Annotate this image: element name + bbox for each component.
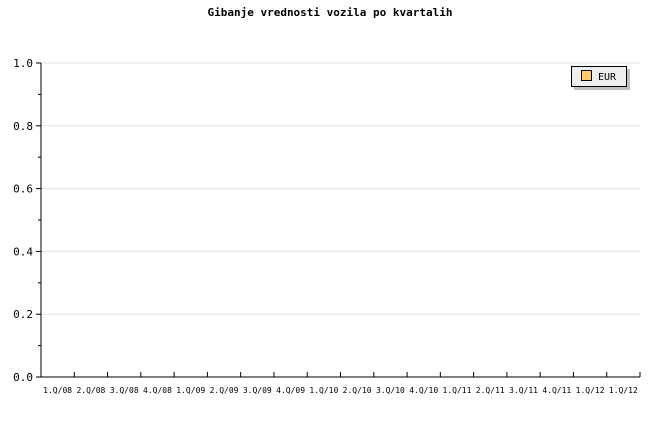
- x-tick-label: 2.Q/09: [210, 386, 239, 395]
- x-tick-label: 4.Q/09: [276, 386, 305, 395]
- y-tick-label: 0.0: [13, 371, 33, 384]
- chart-title: Gibanje vrednosti vozila po kvartalih: [207, 6, 452, 19]
- x-tick-label: 2.Q/11: [476, 386, 505, 395]
- x-tick-label: 3.Q/08: [110, 386, 139, 395]
- y-tick-label: 0.2: [13, 308, 33, 321]
- legend-label: EUR: [598, 72, 617, 83]
- x-tick-label: 1.Q/08: [43, 386, 72, 395]
- y-tick-label: 1.0: [13, 57, 33, 70]
- x-tick-label: 4.Q/08: [143, 386, 172, 395]
- x-tick-label: 4.Q/10: [409, 386, 438, 395]
- x-tick-label: 3.Q/09: [243, 386, 272, 395]
- y-tick-label: 0.4: [13, 245, 33, 258]
- x-tick-label: 1.Q/09: [176, 386, 205, 395]
- x-tick-label: 2.Q/10: [343, 386, 372, 395]
- x-tick-label: 2.Q/08: [76, 386, 105, 395]
- y-tick-label: 0.8: [13, 120, 33, 133]
- x-tick-label: 1.Q/12: [609, 386, 638, 395]
- y-tick-label: 0.6: [13, 183, 33, 196]
- legend-swatch: [581, 70, 592, 81]
- x-tick-label: 4.Q/11: [542, 386, 571, 395]
- x-tick-label: 1.Q/12: [576, 386, 605, 395]
- x-tick-label: 3.Q/11: [509, 386, 538, 395]
- x-tick-label: 3.Q/10: [376, 386, 405, 395]
- x-tick-label: 1.Q/11: [443, 386, 472, 395]
- x-tick-label: 1.Q/10: [309, 386, 338, 395]
